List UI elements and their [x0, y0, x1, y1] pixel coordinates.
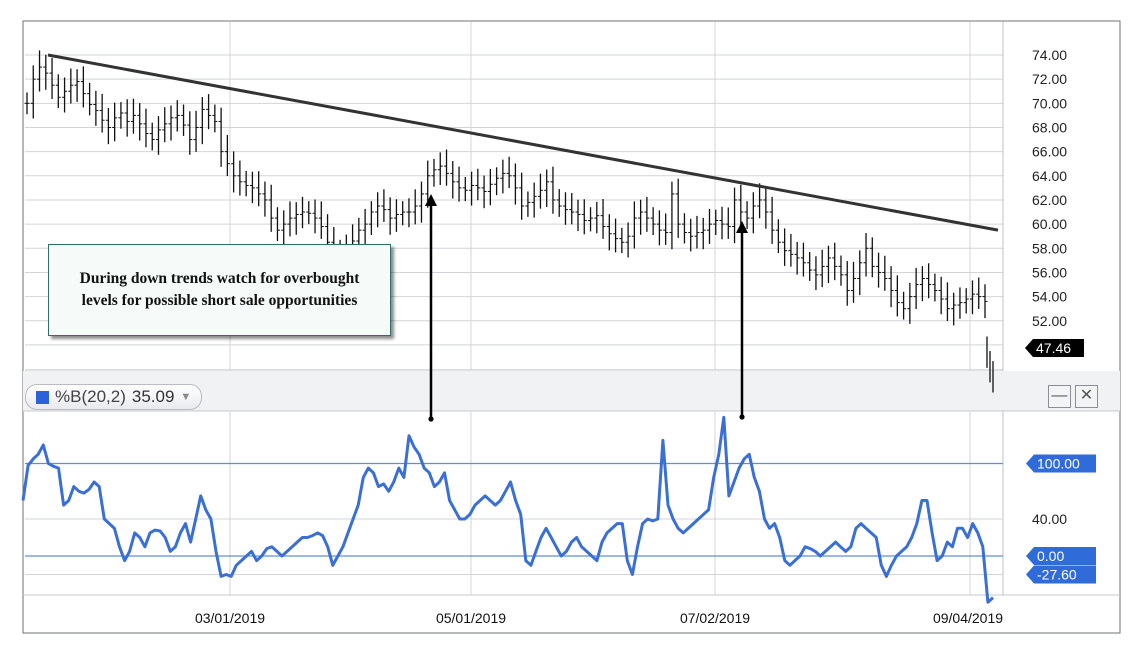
price-tick-label: 52.00: [1032, 313, 1067, 329]
indicator-tick-100: 100.00: [1037, 456, 1080, 472]
indicator-tick-100-tag: [1026, 454, 1096, 473]
price-tick-label: 66.00: [1032, 144, 1067, 160]
indicator-tick-40: 40.00: [1032, 511, 1067, 527]
price-tick-label: 64.00: [1032, 168, 1067, 184]
price-tick-label: 60.00: [1032, 216, 1067, 232]
last-price-tag: [1025, 339, 1084, 357]
price-tick-label: 72.00: [1032, 71, 1067, 87]
indicator-last-value-tag: [1026, 565, 1096, 584]
close-icon: ✕: [1079, 387, 1094, 404]
x-tick-label: 03/01/2019: [195, 610, 265, 626]
chevron-down-icon[interactable]: ▼: [180, 391, 192, 403]
downtrend-line: [47, 53, 999, 232]
indicator-last-value: -27.60: [1037, 567, 1077, 583]
annotation-box: During down trends watch for overbought …: [48, 244, 391, 336]
price-tick-label: 56.00: [1032, 264, 1067, 280]
price-tick-label: 54.00: [1032, 289, 1067, 305]
annotation-text: During down trends watch for overbought …: [79, 270, 360, 309]
last-price-label: 47.46: [1036, 340, 1071, 356]
labels: 74.00 72.00 70.00 68.00 66.00 64.00 62.00 60.00…: [195, 47, 1096, 626]
overlays: [47, 53, 999, 422]
x-tick-label: 05/01/2019: [436, 610, 506, 626]
indicator-tab[interactable]: %B(20,2) 35.09 ▼: [25, 384, 203, 410]
indicator-line-group: [21, 415, 995, 604]
pointer-arrowhead: [736, 221, 748, 233]
pointer-arrow-dot: [739, 414, 745, 420]
close-button[interactable]: ✕: [1075, 385, 1098, 408]
price-tick-label: 58.00: [1032, 240, 1067, 256]
indicator-header-bar: [23, 371, 1120, 411]
indicator-grid: [25, 412, 1003, 595]
price-tick-label: 74.00: [1032, 47, 1067, 63]
price-tick-label: 70.00: [1032, 95, 1067, 111]
indicator-value: 35.09: [131, 387, 175, 406]
x-tick-label: 07/02/2019: [680, 610, 750, 626]
indicator-tick-0-tag: [1026, 547, 1096, 565]
x-tick-label: 09/04/2019: [933, 610, 1003, 626]
price-tick-label: 62.00: [1032, 192, 1067, 208]
minimize-button[interactable]: —: [1048, 385, 1071, 408]
indicator-swatch: [36, 390, 49, 404]
pointer-arrowhead: [425, 194, 437, 206]
price-tick-label: 68.00: [1032, 119, 1067, 135]
minimize-icon: —: [1051, 387, 1068, 404]
indicator-line: [21, 415, 995, 604]
indicator-name: %B(20,2): [55, 387, 126, 406]
pointer-arrow-dot: [428, 416, 434, 422]
indicator-tick-0: 0.00: [1037, 548, 1064, 564]
